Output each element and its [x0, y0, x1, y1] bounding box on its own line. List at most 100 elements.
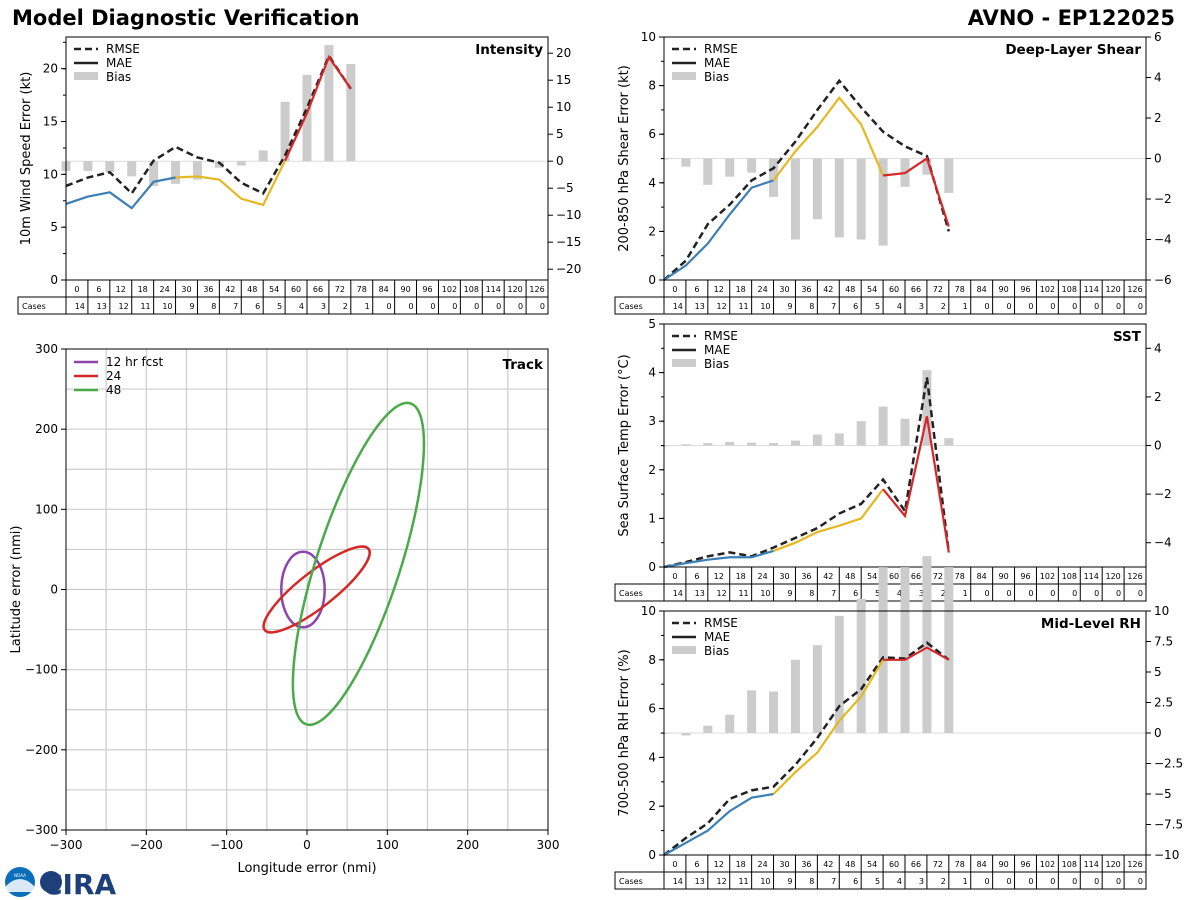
- table-hour-cell: 120: [1105, 572, 1120, 581]
- y-tick-label: 1: [648, 511, 656, 525]
- x-axis-label: Longitude error (nmi): [237, 861, 376, 876]
- legend-rmse-label: RMSE: [704, 329, 738, 343]
- table-hour-cell: 126: [1127, 285, 1142, 294]
- mae-line-segment: [882, 156, 950, 227]
- y2-tick-label: −5: [1154, 787, 1172, 801]
- bias-bar: [258, 150, 268, 162]
- table-cases-cell: 8: [809, 302, 814, 311]
- mae-line-segment: [772, 95, 885, 182]
- bias-bar: [703, 725, 713, 733]
- table-cases-cell: 0: [1050, 877, 1055, 886]
- table-cases-cell: 4: [299, 302, 304, 311]
- table-hour-cell: 108: [1062, 860, 1077, 869]
- y-axis-label: 200-850 hPa Shear Error (kt): [617, 65, 632, 252]
- y-tick-label: −300: [25, 823, 58, 837]
- y-tick-label: 200: [35, 422, 58, 436]
- table-hour-cell: 114: [1084, 285, 1099, 294]
- table-cases-cell: 7: [831, 302, 836, 311]
- y2-tick-label: −5: [556, 181, 574, 195]
- agency-logos: NOAA CIRA: [5, 867, 117, 900]
- table-hour-cell: 72: [335, 285, 345, 294]
- x-tick-label: −300: [50, 838, 83, 852]
- table-hour-cell: 72: [933, 285, 943, 294]
- table-cases-cell: 0: [1094, 877, 1099, 886]
- table-cases-cell: 10: [760, 877, 770, 886]
- table-hour-cell: 84: [977, 860, 987, 869]
- y-tick-label: 0: [50, 583, 58, 597]
- table-hour-cell: 30: [779, 285, 789, 294]
- table-cases-cell: 0: [518, 302, 523, 311]
- y2-tick-label: 2.5: [1154, 696, 1173, 710]
- y2-tick-label: −6: [1154, 273, 1172, 287]
- table-hour-cell: 24: [159, 285, 169, 294]
- table-cases-cell: 0: [1094, 302, 1099, 311]
- track-error-ellipse: [291, 401, 426, 727]
- table-hour-cell: 18: [736, 285, 746, 294]
- cases-row: [614, 871, 1147, 890]
- table-hour-cell: 126: [529, 285, 544, 294]
- table-hour-cell: 120: [1105, 860, 1120, 869]
- table-cases-cell: 4: [897, 302, 902, 311]
- table-cases-cell: 2: [941, 589, 946, 598]
- table-hour-cell: 36: [203, 285, 213, 294]
- table-cases-cell: 12: [717, 589, 727, 598]
- bias-bar: [944, 438, 954, 446]
- track-chart: −300−300 −200 −200 −100 −100 0 0 100 100 200 200 30…: [9, 342, 559, 876]
- y-tick-label: −100: [25, 663, 58, 677]
- legend-label: 48: [106, 383, 121, 397]
- table-hour-cell: 126: [1127, 572, 1142, 581]
- y-tick-label: 4: [648, 750, 656, 764]
- table-cases-cell: 5: [875, 877, 880, 886]
- table-hour-cell: 72: [933, 572, 943, 581]
- y-tick-label: 100: [35, 502, 58, 516]
- table-cases-cell: 4: [897, 877, 902, 886]
- y2-tick-label: 15: [556, 73, 571, 87]
- y2-tick-label: −20: [556, 262, 581, 276]
- y-axis-label: Latitude error (nmi): [9, 526, 24, 654]
- bias-bar: [703, 443, 713, 446]
- legend-bias-label: Bias: [704, 357, 729, 371]
- bias-bar: [769, 691, 779, 733]
- cases-row: [17, 296, 549, 315]
- table-cases-cell: 3: [321, 302, 326, 311]
- table-cases-cell: 12: [717, 302, 727, 311]
- table-hour-cell: 60: [889, 860, 899, 869]
- table-hour-cell: 42: [823, 860, 833, 869]
- cases-row: [614, 296, 1147, 315]
- legend-mae-label: MAE: [704, 56, 730, 70]
- table-cases-cell: 10: [760, 302, 770, 311]
- y-axis-label: 700-500 hPa RH Error (%): [617, 649, 632, 816]
- table-cases-cell: 0: [1050, 302, 1055, 311]
- table-hour-cell: 78: [955, 860, 965, 869]
- bias-bar: [790, 158, 800, 240]
- table-hour-cell: 24: [757, 860, 767, 869]
- bias-bar: [922, 556, 932, 733]
- table-cases-cell: 5: [277, 302, 282, 311]
- table-hour-cell: 66: [313, 285, 323, 294]
- bias-bar: [149, 161, 159, 187]
- table-cases-cell: 14: [673, 589, 683, 598]
- hours-cases-table: Cases01461312121811241030936842748654560…: [17, 279, 549, 315]
- table-hour-cell: 6: [694, 572, 699, 581]
- table-cases-cell: 12: [119, 302, 129, 311]
- chart-title: Intensity: [475, 42, 543, 58]
- table-hour-cell: 90: [998, 572, 1008, 581]
- chart-title: SST: [1113, 329, 1142, 345]
- cases-label: Cases: [22, 302, 46, 311]
- table-hour-cell: 72: [933, 860, 943, 869]
- bias-bar: [769, 158, 779, 197]
- table-hour-cell: 0: [672, 572, 677, 581]
- noaa-wave-icon: [6, 879, 34, 892]
- table-cases-cell: 0: [1116, 589, 1121, 598]
- y-tick-label: 2: [648, 224, 656, 238]
- bias-bar: [856, 598, 866, 733]
- table-hour-cell: 12: [714, 572, 724, 581]
- table-hour-cell: 54: [269, 285, 279, 294]
- table-cases-cell: 0: [1050, 589, 1055, 598]
- bias-bar: [944, 567, 954, 733]
- y-tick-label: 4: [648, 366, 656, 380]
- table-cases-cell: 0: [408, 302, 413, 311]
- bias-bar: [856, 421, 866, 446]
- mae-line-segment: [65, 176, 176, 210]
